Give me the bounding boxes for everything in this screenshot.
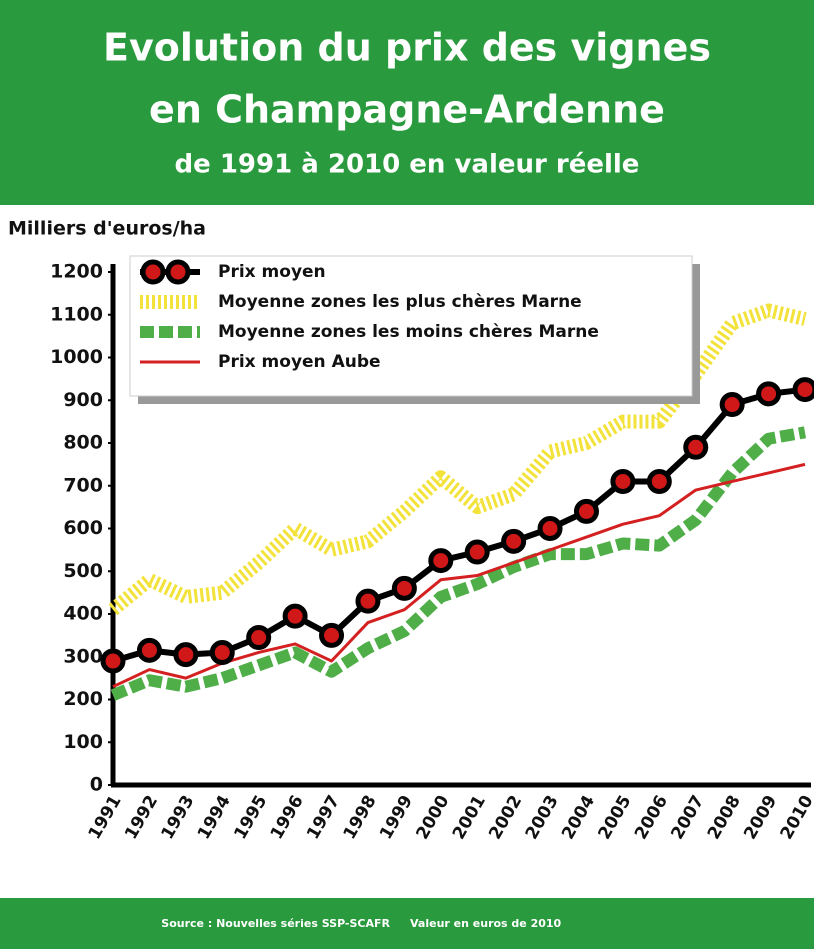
header-band xyxy=(0,0,814,205)
x-tick-label: 2006 xyxy=(631,792,672,843)
data-point xyxy=(246,625,272,651)
x-tick-label: 1994 xyxy=(194,792,235,843)
legend-label: Prix moyen xyxy=(218,262,326,282)
x-tick-label: 1996 xyxy=(267,792,308,843)
data-point xyxy=(319,622,345,648)
legend-label: Moyenne zones les moins chères Marne xyxy=(218,322,599,342)
y-tick-label: 200 xyxy=(63,688,103,710)
data-point xyxy=(501,528,527,554)
x-tick-label: 1998 xyxy=(340,792,381,843)
data-point xyxy=(100,648,126,674)
series-line xyxy=(108,303,807,616)
data-point xyxy=(428,548,454,574)
x-tick-label: 1995 xyxy=(230,792,271,843)
x-tick-label: 2009 xyxy=(740,792,781,843)
data-point xyxy=(756,381,782,407)
footer-band xyxy=(0,898,814,949)
x-tick-label: 2010 xyxy=(777,792,814,843)
y-tick-label: 1100 xyxy=(50,303,103,325)
legend-label: Prix moyen Aube xyxy=(218,352,381,372)
chart-title: en Champagne-Ardenne xyxy=(149,88,665,132)
data-point xyxy=(282,603,308,629)
y-tick-label: 1000 xyxy=(50,346,103,368)
legend-marker xyxy=(140,259,166,285)
source: Source : Nouvelles séries SSP-SCAFR xyxy=(161,917,390,930)
y-tick-label: 800 xyxy=(63,432,103,454)
x-tick-label: 2005 xyxy=(595,792,636,843)
data-point xyxy=(683,434,709,460)
legend-label: Moyenne zones les plus chères Marne xyxy=(218,292,582,312)
x-tick-label: 2001 xyxy=(449,792,490,843)
data-point xyxy=(173,642,199,668)
x-tick-label: 2007 xyxy=(667,792,708,843)
data-point xyxy=(719,392,745,418)
series-line xyxy=(112,386,806,664)
x-tick-label: 1992 xyxy=(121,792,162,843)
y-tick-label: 600 xyxy=(63,517,103,539)
x-tick-label: 2008 xyxy=(704,792,745,843)
data-point xyxy=(136,637,162,663)
note: Valeur en euros de 2010 xyxy=(410,917,562,930)
data-point xyxy=(646,468,672,494)
data-point xyxy=(792,377,814,403)
y-tick-label: 900 xyxy=(63,389,103,411)
x-tick-label: 2002 xyxy=(485,792,526,843)
x-tick-label: 1999 xyxy=(376,792,417,843)
data-point xyxy=(209,639,235,665)
chart-subtitle: de 1991 à 2010 en valeur réelle xyxy=(175,150,640,180)
y-tick-label: 700 xyxy=(63,474,103,496)
y-tick-label: 0 xyxy=(90,774,103,796)
y-tick-label: 100 xyxy=(63,731,103,753)
data-point xyxy=(610,468,636,494)
y-tick-label: 1200 xyxy=(50,261,103,283)
x-tick-label: 1991 xyxy=(85,792,126,843)
legend-marker xyxy=(165,259,191,285)
data-point xyxy=(464,539,490,565)
legend xyxy=(129,255,693,397)
y-tick-label: 300 xyxy=(63,645,103,667)
y-tick-label: 500 xyxy=(63,560,103,582)
x-tick-label: 2000 xyxy=(412,792,453,843)
data-point xyxy=(573,498,599,524)
x-tick-label: 1997 xyxy=(303,792,344,843)
data-point xyxy=(537,516,563,541)
x-tick-label: 1993 xyxy=(158,792,199,843)
chart-title: Evolution du prix des vignes xyxy=(103,26,711,70)
x-tick-label: 2004 xyxy=(558,792,599,843)
x-tick-label: 2003 xyxy=(522,792,563,843)
series-line xyxy=(110,426,807,701)
data-point xyxy=(355,588,381,614)
data-point xyxy=(391,575,417,601)
y-tick-label: 400 xyxy=(63,603,103,625)
y-axis-label: Milliers d'euros/ha xyxy=(8,218,206,240)
